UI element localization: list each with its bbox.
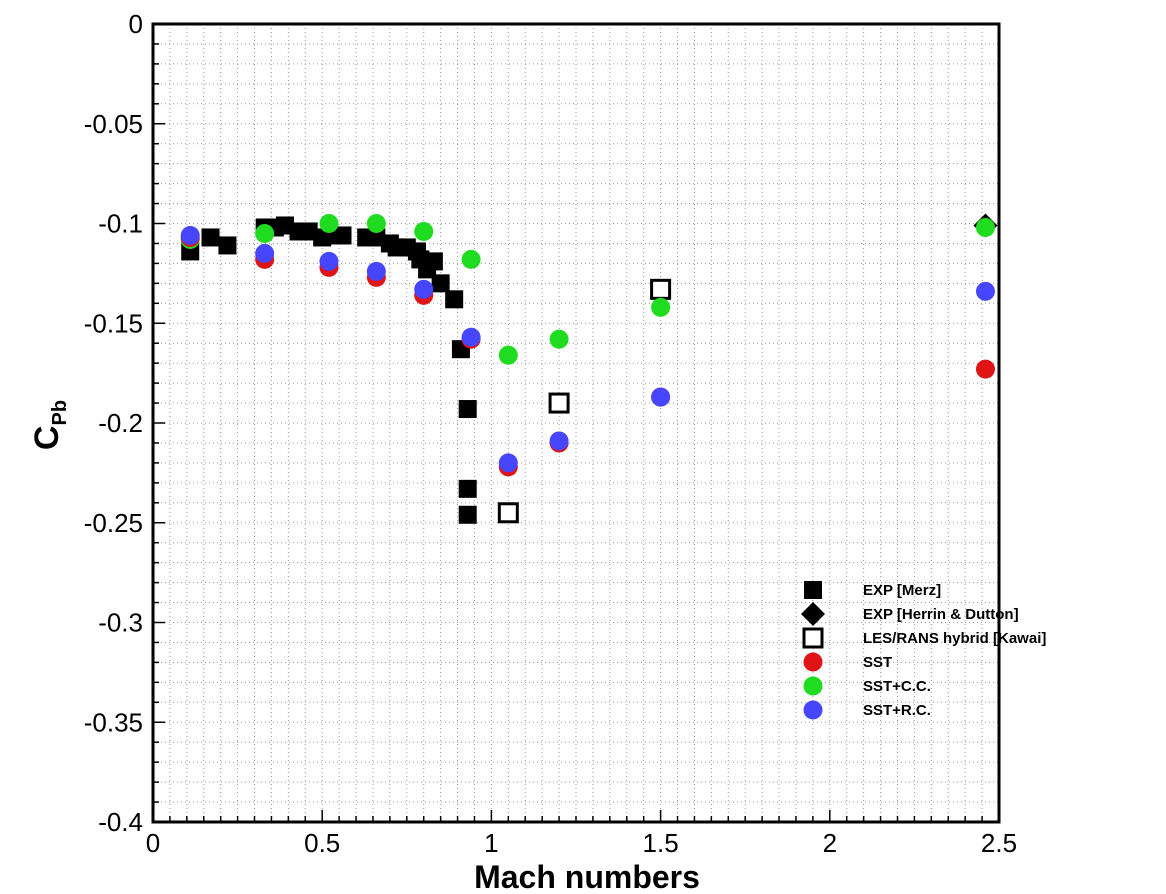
data-point bbox=[299, 222, 318, 241]
data-point bbox=[255, 243, 275, 263]
data-point bbox=[498, 345, 518, 365]
tick-labels: 0 0.5 1 1.5 2 2.5 0 -0.05 -0.1 -0.15 -0.2 -0.25 -0.3… bbox=[84, 9, 1017, 858]
y-axis-title: CPb bbox=[28, 400, 71, 450]
data-point bbox=[333, 226, 352, 245]
data-point bbox=[975, 359, 995, 379]
y-axis-title-main: C bbox=[28, 426, 66, 451]
y-tick-label: -0.35 bbox=[84, 707, 143, 737]
legend-marker bbox=[803, 652, 823, 672]
data-point bbox=[431, 274, 450, 293]
data-point bbox=[218, 236, 237, 255]
data-point bbox=[180, 225, 200, 245]
data-point bbox=[424, 252, 443, 271]
x-tick-label: 1 bbox=[484, 828, 498, 858]
data-point bbox=[461, 327, 481, 347]
data-point bbox=[366, 261, 386, 281]
legend-label: EXP [Herrin & Dutton] bbox=[863, 606, 1019, 623]
data-point bbox=[367, 228, 386, 247]
plot-frame bbox=[151, 22, 1001, 824]
y-tick-label: -0.1 bbox=[98, 209, 143, 239]
y-tick-label: 0 bbox=[129, 9, 143, 39]
data-point bbox=[458, 479, 477, 498]
legend-marker bbox=[803, 700, 823, 720]
legend-label: SST bbox=[863, 654, 892, 671]
data-point bbox=[651, 387, 671, 407]
x-tick-label: 2.5 bbox=[981, 828, 1017, 858]
data-point bbox=[414, 279, 434, 299]
legend-marker bbox=[803, 676, 823, 696]
x-tick-label: 2 bbox=[823, 828, 837, 858]
data-point bbox=[651, 297, 671, 317]
data-point bbox=[497, 502, 519, 524]
y-tick-label: -0.05 bbox=[84, 109, 143, 139]
data-point bbox=[548, 392, 570, 414]
x-tick-label: 1.5 bbox=[643, 828, 679, 858]
data-point bbox=[461, 249, 481, 269]
legend-label: SST+R.C. bbox=[863, 702, 931, 719]
y-tick-label: -0.25 bbox=[84, 508, 143, 538]
data-point bbox=[275, 216, 294, 235]
data-point bbox=[650, 278, 672, 300]
y-tick-label: -0.4 bbox=[98, 807, 143, 837]
y-tick-label: -0.15 bbox=[84, 308, 143, 338]
data-point bbox=[549, 329, 569, 349]
data-markers bbox=[180, 213, 998, 524]
x-tick-label: 0 bbox=[146, 828, 160, 858]
legend-label: SST+C.C. bbox=[863, 678, 931, 695]
data-point bbox=[975, 281, 995, 301]
data-point bbox=[255, 223, 275, 243]
legend-label: LES/RANS hybrid [Kawai] bbox=[863, 630, 1046, 647]
data-point bbox=[975, 217, 995, 237]
data-point bbox=[458, 505, 477, 524]
data-point bbox=[319, 251, 339, 271]
x-tick-label: 0.5 bbox=[304, 828, 340, 858]
data-point bbox=[366, 214, 386, 233]
legend-marker bbox=[802, 627, 824, 649]
legend: EXP [Merz] EXP [Herrin & Dutton] LES/RANS … bbox=[801, 581, 1046, 720]
data-point bbox=[458, 400, 477, 419]
data-point bbox=[201, 228, 220, 247]
data-point bbox=[498, 453, 518, 473]
y-tick-label: -0.2 bbox=[98, 408, 143, 438]
legend-label: EXP [Merz] bbox=[863, 582, 941, 599]
y-tick-label: -0.3 bbox=[98, 608, 143, 638]
data-point bbox=[319, 214, 339, 233]
legend-marker bbox=[804, 581, 822, 599]
data-point bbox=[549, 431, 569, 451]
grid bbox=[153, 24, 999, 822]
data-point bbox=[445, 290, 464, 309]
y-axis-title-subscript: Pb bbox=[49, 400, 71, 426]
data-point bbox=[414, 221, 434, 241]
legend-marker bbox=[801, 602, 825, 626]
x-axis-title: Mach numbers bbox=[474, 859, 700, 894]
